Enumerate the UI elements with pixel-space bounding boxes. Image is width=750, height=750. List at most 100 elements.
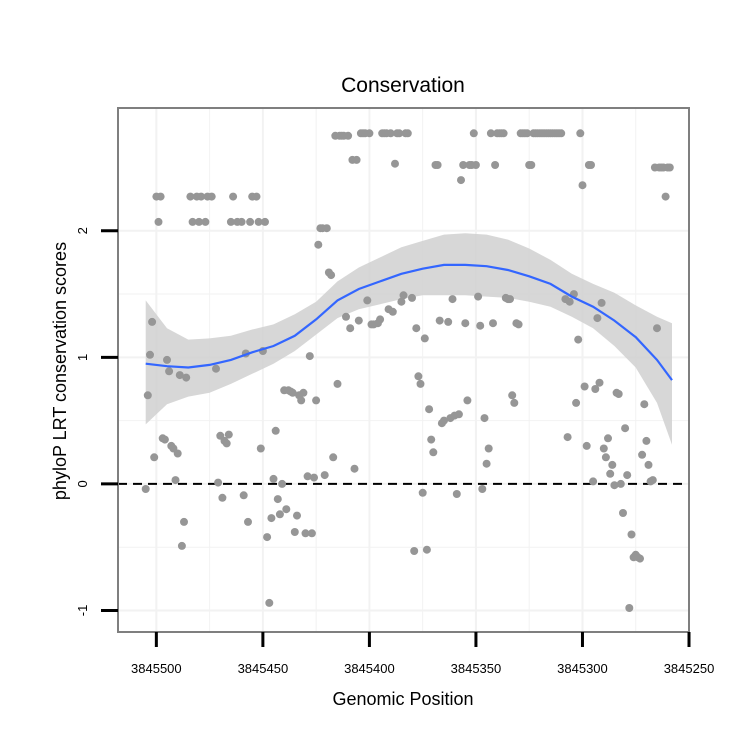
data-point <box>322 224 331 233</box>
data-point <box>218 493 227 502</box>
data-point <box>254 217 263 226</box>
data-point <box>489 319 497 328</box>
data-point <box>182 373 191 382</box>
data-point <box>177 541 186 550</box>
data-point <box>412 324 421 333</box>
data-point <box>572 398 581 407</box>
data-point <box>565 297 574 306</box>
data-point <box>433 161 442 169</box>
data-point <box>640 400 649 409</box>
data-point <box>580 382 589 391</box>
data-point <box>156 192 165 201</box>
data-point <box>333 379 342 388</box>
data-point <box>201 217 210 226</box>
data-point <box>261 217 269 226</box>
data-point <box>150 453 159 462</box>
data-point <box>265 598 274 607</box>
data-point <box>146 350 154 359</box>
data-point <box>422 545 431 554</box>
y-tick-label: 1 <box>75 354 90 361</box>
data-point <box>403 129 412 138</box>
x-tick-label: 3845450 <box>238 661 289 676</box>
x-tick-label: 3845500 <box>131 661 182 676</box>
data-point <box>619 509 627 517</box>
y-tick-label: -1 <box>75 605 90 617</box>
data-point <box>644 460 653 469</box>
data-point <box>163 355 171 364</box>
data-point <box>410 547 419 555</box>
data-point <box>212 364 220 373</box>
data-point <box>237 217 246 226</box>
data-point <box>484 444 493 453</box>
data-point <box>160 435 169 444</box>
data-point <box>469 129 478 138</box>
data-point <box>173 449 182 458</box>
data-point <box>314 240 323 249</box>
data-point <box>563 433 572 442</box>
data-point <box>391 159 399 168</box>
data-point <box>665 163 674 172</box>
data-point <box>506 295 514 304</box>
data-point <box>275 510 284 519</box>
data-point <box>263 533 272 542</box>
data-point <box>606 469 615 478</box>
data-point <box>267 514 276 523</box>
data-point <box>365 129 374 138</box>
data-point <box>582 441 591 450</box>
data-point <box>290 528 299 536</box>
data-point <box>474 292 483 301</box>
data-point <box>352 155 361 164</box>
data-point <box>329 453 338 462</box>
data-point <box>608 460 617 469</box>
data-point <box>395 129 404 138</box>
x-tick-label: 3845400 <box>344 661 395 676</box>
data-point <box>420 334 429 343</box>
x-tick-label: 3845250 <box>664 661 715 676</box>
data-point <box>303 472 312 481</box>
data-point <box>312 396 321 405</box>
x-tick-label: 3845350 <box>451 661 502 676</box>
data-point <box>595 378 604 387</box>
data-point <box>461 319 470 328</box>
data-point <box>616 479 625 488</box>
data-points-layer <box>141 129 674 612</box>
data-point <box>429 448 438 457</box>
data-point <box>510 398 519 407</box>
data-point <box>141 485 150 493</box>
data-point <box>661 192 670 201</box>
axis-layer: 3845500 3845450 3845400 3845350 3845300 38452… <box>75 227 714 676</box>
data-point <box>471 161 480 169</box>
data-point <box>165 367 174 376</box>
data-point <box>273 495 282 504</box>
data-point <box>459 161 468 169</box>
data-point <box>418 488 427 497</box>
data-point <box>310 473 318 482</box>
data-point <box>557 129 566 138</box>
data-point <box>452 490 461 498</box>
data-point <box>601 453 610 462</box>
data-point <box>482 459 491 468</box>
y-tick-label: 2 <box>75 227 90 234</box>
data-point <box>491 161 500 169</box>
data-point <box>282 505 291 514</box>
data-point <box>625 604 634 612</box>
data-point <box>175 371 184 380</box>
data-point <box>148 317 157 326</box>
data-point <box>376 315 385 324</box>
data-point <box>587 161 595 169</box>
data-point <box>222 439 231 448</box>
data-point <box>344 131 353 140</box>
data-point <box>180 517 188 526</box>
data-point <box>638 450 647 459</box>
confidence-ribbon <box>145 233 672 445</box>
data-point <box>448 295 457 304</box>
data-point <box>648 476 657 485</box>
data-point <box>623 471 632 480</box>
data-point <box>271 426 280 435</box>
data-point <box>435 316 444 325</box>
data-point <box>440 416 448 425</box>
data-point <box>350 464 359 473</box>
data-point <box>499 129 508 138</box>
data-point <box>346 324 355 333</box>
chart-title: Conservation <box>341 74 465 97</box>
